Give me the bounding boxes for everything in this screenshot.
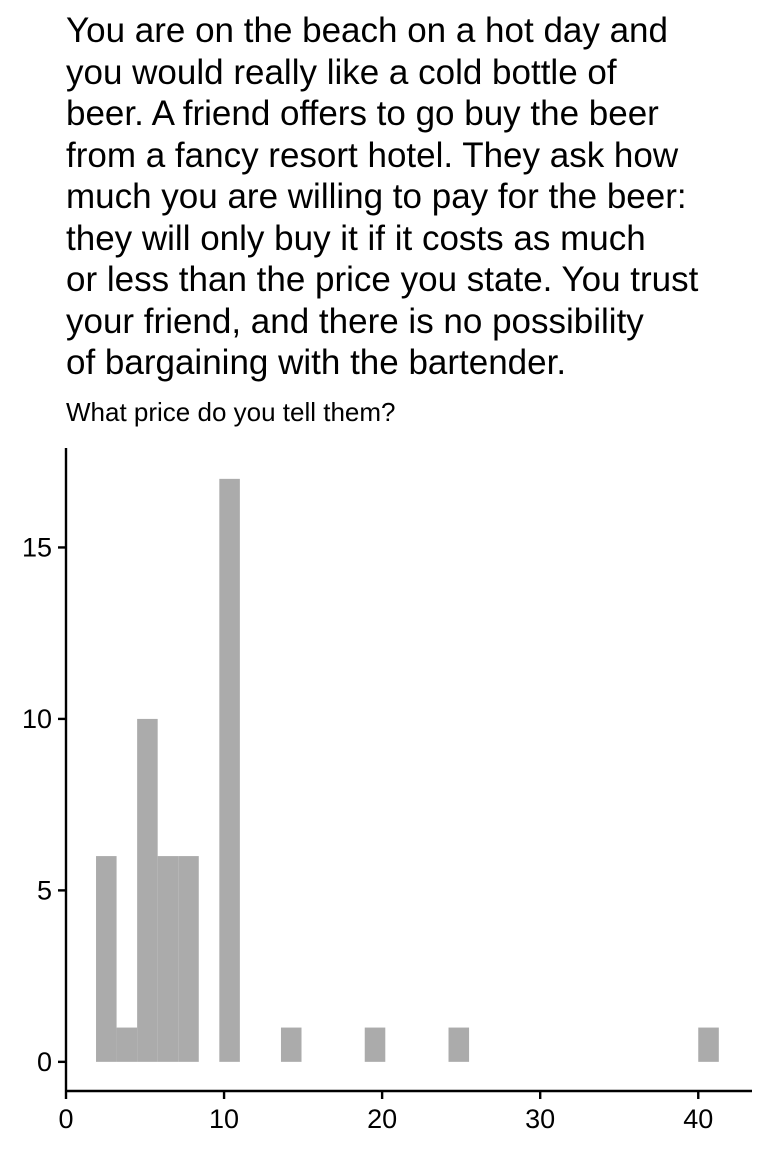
x-tick-label: 30 xyxy=(525,1104,555,1134)
axes-layer: 0 10 20 30 40 0 5 10 15 xyxy=(22,448,752,1134)
title-line: beer. A friend offers to go buy the beer xyxy=(66,94,659,133)
y-tick-label: 10 xyxy=(22,704,52,734)
title-line: of bargaining with the bartender. xyxy=(66,343,567,382)
title-line: your friend, and there is no possibility xyxy=(66,301,644,341)
x-tick-label: 0 xyxy=(58,1104,73,1134)
title-line: from a fancy resort hotel. They ask how xyxy=(66,135,679,175)
x-tick-label: 40 xyxy=(683,1104,713,1134)
chart-title: You are on the beach on a hot day and yo… xyxy=(66,10,766,384)
histogram-bar-3 xyxy=(157,856,179,1062)
histogram-bar-4 xyxy=(178,856,199,1062)
chart-subtitle: What price do you tell them? xyxy=(66,397,396,427)
histogram-bar-7 xyxy=(364,1027,386,1062)
histogram-bar-5 xyxy=(219,478,240,1062)
x-tick-label: 10 xyxy=(209,1104,239,1134)
histogram-bar-1 xyxy=(116,1027,138,1062)
title-line: they will only buy it if it costs as muc… xyxy=(66,218,646,258)
title-line: you would really like a cold bottle of xyxy=(66,52,617,92)
x-tick-label: 20 xyxy=(367,1104,397,1134)
histogram-bar-2 xyxy=(137,718,158,1062)
y-tick-label: 5 xyxy=(37,875,52,905)
title-line: You are on the beach on a hot day and xyxy=(66,11,668,50)
histogram-bar-0 xyxy=(96,856,117,1062)
bars-layer xyxy=(96,478,719,1062)
title-line: or less than the price you state. You tr… xyxy=(66,260,699,299)
title-line: much you are willing to pay for the beer… xyxy=(66,177,687,216)
histogram-bar-9 xyxy=(698,1027,719,1062)
y-tick-label: 0 xyxy=(37,1047,52,1077)
histogram-bar-6 xyxy=(280,1027,302,1062)
histogram-bar-8 xyxy=(448,1027,470,1062)
y-tick-label: 15 xyxy=(22,532,52,562)
